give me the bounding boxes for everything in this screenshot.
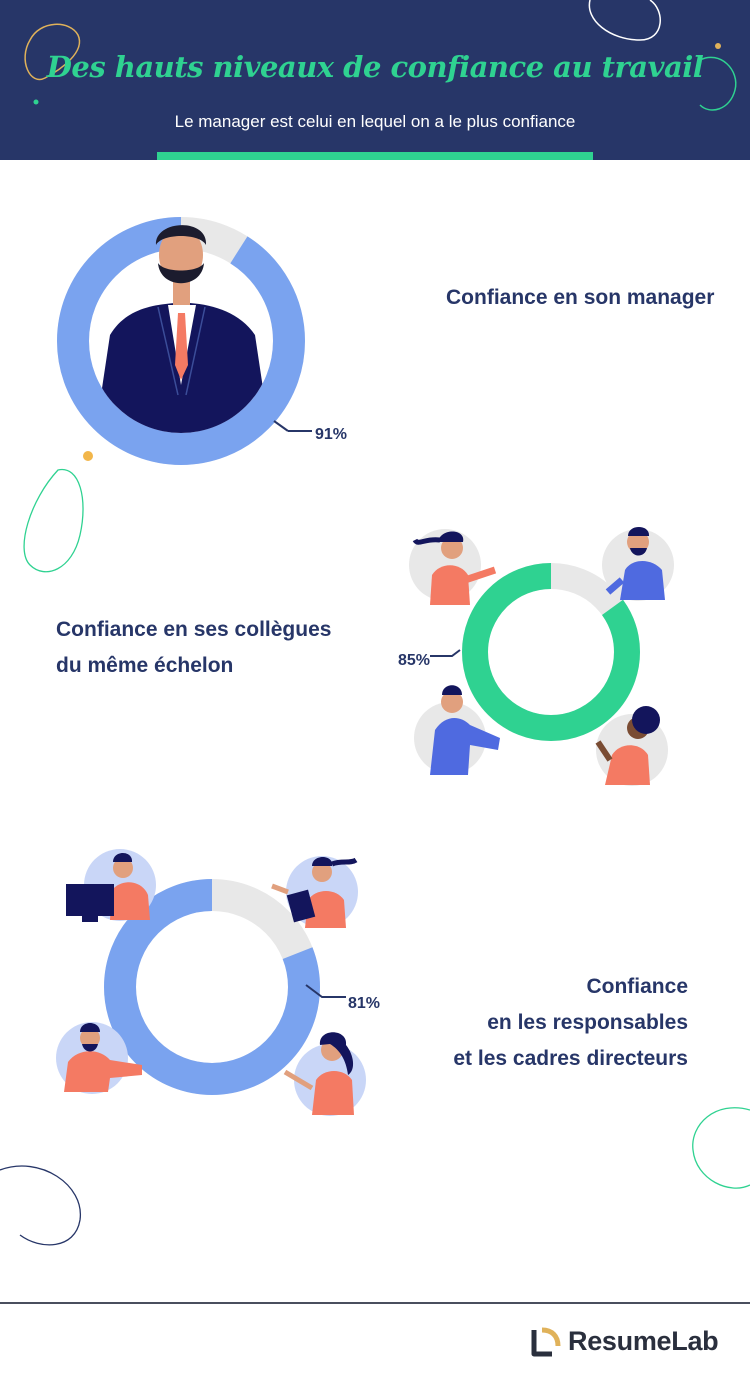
label-manager: Confiance en son manager bbox=[446, 280, 714, 316]
donut-arc bbox=[462, 563, 640, 741]
percentage-label-collegues: 85% bbox=[398, 652, 431, 669]
label-line: Confiance en ses collègues bbox=[56, 618, 332, 641]
label-line: du même échelon bbox=[56, 654, 234, 677]
decorative-blob-icon bbox=[24, 0, 737, 111]
donut-arc bbox=[104, 879, 320, 1095]
page-title: Des hauts niveaux de confiance au travai… bbox=[46, 50, 704, 84]
donut-chart-responsables bbox=[56, 849, 366, 1116]
label-line: en les responsables bbox=[487, 1011, 688, 1034]
label-collegues: Confiance en ses collègues du même échel… bbox=[56, 612, 331, 684]
brand-logo: ResumeLab bbox=[526, 1322, 726, 1362]
header-banner: Des hauts niveaux de confiance au travai… bbox=[0, 0, 750, 160]
donut-chart-manager bbox=[57, 217, 312, 465]
brand-name: ResumeLab bbox=[568, 1326, 719, 1356]
page-subtitle: Le manager est celui en lequel on a le p… bbox=[174, 112, 576, 131]
label-line: et les cadres directeurs bbox=[453, 1047, 688, 1070]
label-line: Confiance bbox=[586, 975, 688, 998]
header-accent-bar bbox=[157, 152, 593, 160]
label-responsables: Confiance en les responsables et les cad… bbox=[440, 969, 688, 1077]
donut-chart-collegues bbox=[409, 527, 674, 786]
label-line: Confiance en son manager bbox=[446, 286, 715, 309]
manager-illustration-icon bbox=[95, 225, 270, 433]
percentage-label-responsables: 81% bbox=[348, 995, 381, 1012]
colleague-illustrations-icon bbox=[409, 527, 674, 786]
footer-divider bbox=[0, 1302, 750, 1304]
executive-illustrations-icon bbox=[56, 849, 366, 1116]
resumelab-logo-icon bbox=[531, 1327, 561, 1357]
percentage-label-manager: 91% bbox=[315, 426, 348, 443]
